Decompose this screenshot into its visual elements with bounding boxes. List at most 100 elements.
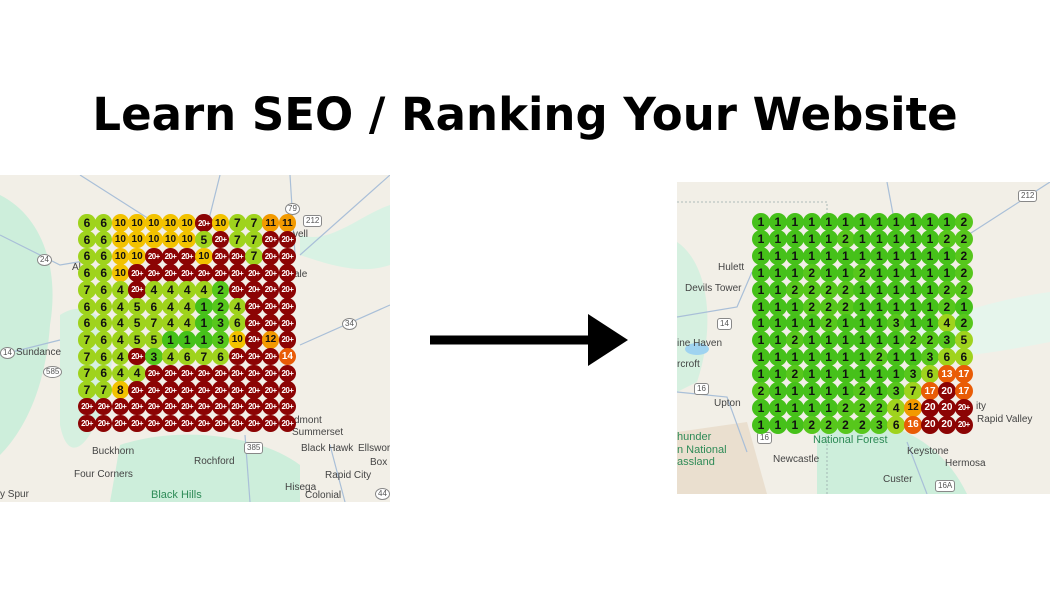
rank-pin[interactable]: 3: [211, 331, 230, 349]
rank-pin[interactable]: 1: [836, 246, 855, 265]
rank-pin[interactable]: 7: [78, 364, 96, 383]
rank-pin[interactable]: 1: [904, 348, 923, 367]
rank-pin[interactable]: 20+: [261, 347, 280, 366]
rank-pin[interactable]: 1: [887, 263, 906, 282]
rank-pin[interactable]: 20+: [261, 414, 280, 433]
rank-pin[interactable]: 1: [768, 415, 787, 434]
rank-pin[interactable]: 1: [768, 331, 787, 350]
rank-pin[interactable]: 20+: [228, 264, 247, 282]
rank-pin[interactable]: 20+: [261, 247, 280, 266]
rank-pin[interactable]: 20+: [245, 331, 263, 349]
rank-pin[interactable]: 3: [145, 347, 163, 366]
rank-pin[interactable]: 4: [111, 314, 130, 332]
rank-pin[interactable]: 20+: [278, 314, 297, 332]
rank-pin[interactable]: 20+: [245, 281, 263, 299]
rank-pin[interactable]: 1: [819, 213, 838, 231]
rank-pin[interactable]: 20+: [161, 381, 180, 399]
rank-pin[interactable]: 2: [802, 280, 821, 299]
rank-pin[interactable]: 1: [752, 297, 770, 316]
rank-pin[interactable]: 1: [768, 213, 787, 231]
rank-pin[interactable]: 1: [752, 246, 770, 265]
rank-pin[interactable]: 20+: [228, 347, 247, 366]
rank-pin[interactable]: 4: [161, 347, 180, 366]
rank-pin[interactable]: 1: [904, 263, 923, 282]
rank-pin[interactable]: 1: [768, 365, 787, 384]
rank-pin[interactable]: 10: [111, 214, 130, 232]
rank-pin[interactable]: 1: [836, 314, 855, 333]
rank-pin[interactable]: 5: [128, 297, 146, 316]
rank-pin[interactable]: 4: [887, 398, 906, 417]
rank-pin[interactable]: 20+: [128, 281, 146, 299]
rank-pin[interactable]: 20+: [245, 364, 263, 383]
rank-pin[interactable]: 8: [111, 381, 130, 399]
rank-pin[interactable]: 2: [921, 331, 939, 350]
rank-pin[interactable]: 2: [802, 297, 821, 316]
rank-pin[interactable]: 2: [211, 297, 230, 316]
rank-pin[interactable]: 1: [853, 331, 872, 350]
rank-pin[interactable]: 7: [904, 382, 923, 400]
rank-pin[interactable]: 4: [937, 314, 956, 333]
rank-pin[interactable]: 20+: [211, 397, 230, 416]
rank-pin[interactable]: 1: [921, 280, 939, 299]
rank-pin[interactable]: 20+: [261, 364, 280, 383]
rank-pin[interactable]: 20: [937, 382, 956, 400]
rank-pin[interactable]: 1: [752, 348, 770, 367]
rank-pin[interactable]: 7: [78, 331, 96, 349]
rank-pin[interactable]: 2: [870, 348, 889, 367]
rank-pin[interactable]: 1: [887, 331, 906, 350]
rank-pin[interactable]: 20+: [178, 364, 196, 383]
rank-pin[interactable]: 10: [111, 247, 130, 266]
rank-pin[interactable]: 1: [768, 280, 787, 299]
rank-pin[interactable]: 20+: [78, 414, 96, 433]
rank-pin[interactable]: 20+: [211, 247, 230, 266]
rank-pin[interactable]: 6: [94, 364, 113, 383]
rank-pin[interactable]: 20+: [211, 364, 230, 383]
rank-pin[interactable]: 2: [853, 398, 872, 417]
rank-pin[interactable]: 12: [904, 398, 923, 417]
rank-pin[interactable]: 10: [195, 247, 213, 266]
rank-pin[interactable]: 1: [853, 314, 872, 333]
rank-pin[interactable]: 1: [768, 229, 787, 248]
rank-pin[interactable]: 1: [921, 229, 939, 248]
rank-pin[interactable]: 1: [870, 263, 889, 282]
rank-pin[interactable]: 1: [785, 229, 804, 248]
rank-pin[interactable]: 4: [178, 297, 196, 316]
rank-pin[interactable]: 17: [921, 382, 939, 400]
rank-pin[interactable]: 2: [954, 263, 973, 282]
rank-pin[interactable]: 20+: [954, 398, 973, 417]
rank-pin[interactable]: 2: [937, 297, 956, 316]
rank-pin[interactable]: 20+: [278, 397, 297, 416]
rank-pin[interactable]: 2: [752, 382, 770, 400]
rank-pin[interactable]: 1: [921, 213, 939, 231]
rank-pin[interactable]: 2: [785, 365, 804, 384]
rank-pin[interactable]: 20+: [195, 381, 213, 399]
rank-pin[interactable]: 17: [954, 382, 973, 400]
rank-pin[interactable]: 1: [752, 331, 770, 350]
rank-pin[interactable]: 20+: [111, 397, 130, 416]
rank-pin[interactable]: 20+: [128, 414, 146, 433]
rank-pin[interactable]: 1: [785, 415, 804, 434]
rank-pin[interactable]: 1: [853, 280, 872, 299]
rank-pin[interactable]: 1: [802, 229, 821, 248]
rank-pin[interactable]: 20+: [278, 414, 297, 433]
rank-pin[interactable]: 20+: [245, 414, 263, 433]
rank-pin[interactable]: 1: [836, 348, 855, 367]
rank-pin[interactable]: 10: [161, 214, 180, 232]
rank-pin[interactable]: 6: [921, 365, 939, 384]
rank-pin[interactable]: 6: [78, 247, 96, 266]
rank-pin[interactable]: 20+: [278, 364, 297, 383]
rank-pin[interactable]: 1: [870, 382, 889, 400]
rank-pin[interactable]: 1: [819, 382, 838, 400]
rank-pin[interactable]: 4: [228, 297, 247, 316]
rank-pin[interactable]: 4: [111, 297, 130, 316]
rank-pin[interactable]: 1: [802, 314, 821, 333]
rank-pin[interactable]: 6: [94, 314, 113, 332]
rank-pin[interactable]: 10: [211, 214, 230, 232]
rank-pin[interactable]: 20+: [128, 397, 146, 416]
rank-pin[interactable]: 1: [752, 365, 770, 384]
rank-pin[interactable]: 1: [768, 297, 787, 316]
rank-pin[interactable]: 1: [954, 297, 973, 316]
rank-pin[interactable]: 20+: [228, 247, 247, 266]
rank-pin[interactable]: 1: [819, 263, 838, 282]
rank-pin[interactable]: 16: [904, 415, 923, 434]
